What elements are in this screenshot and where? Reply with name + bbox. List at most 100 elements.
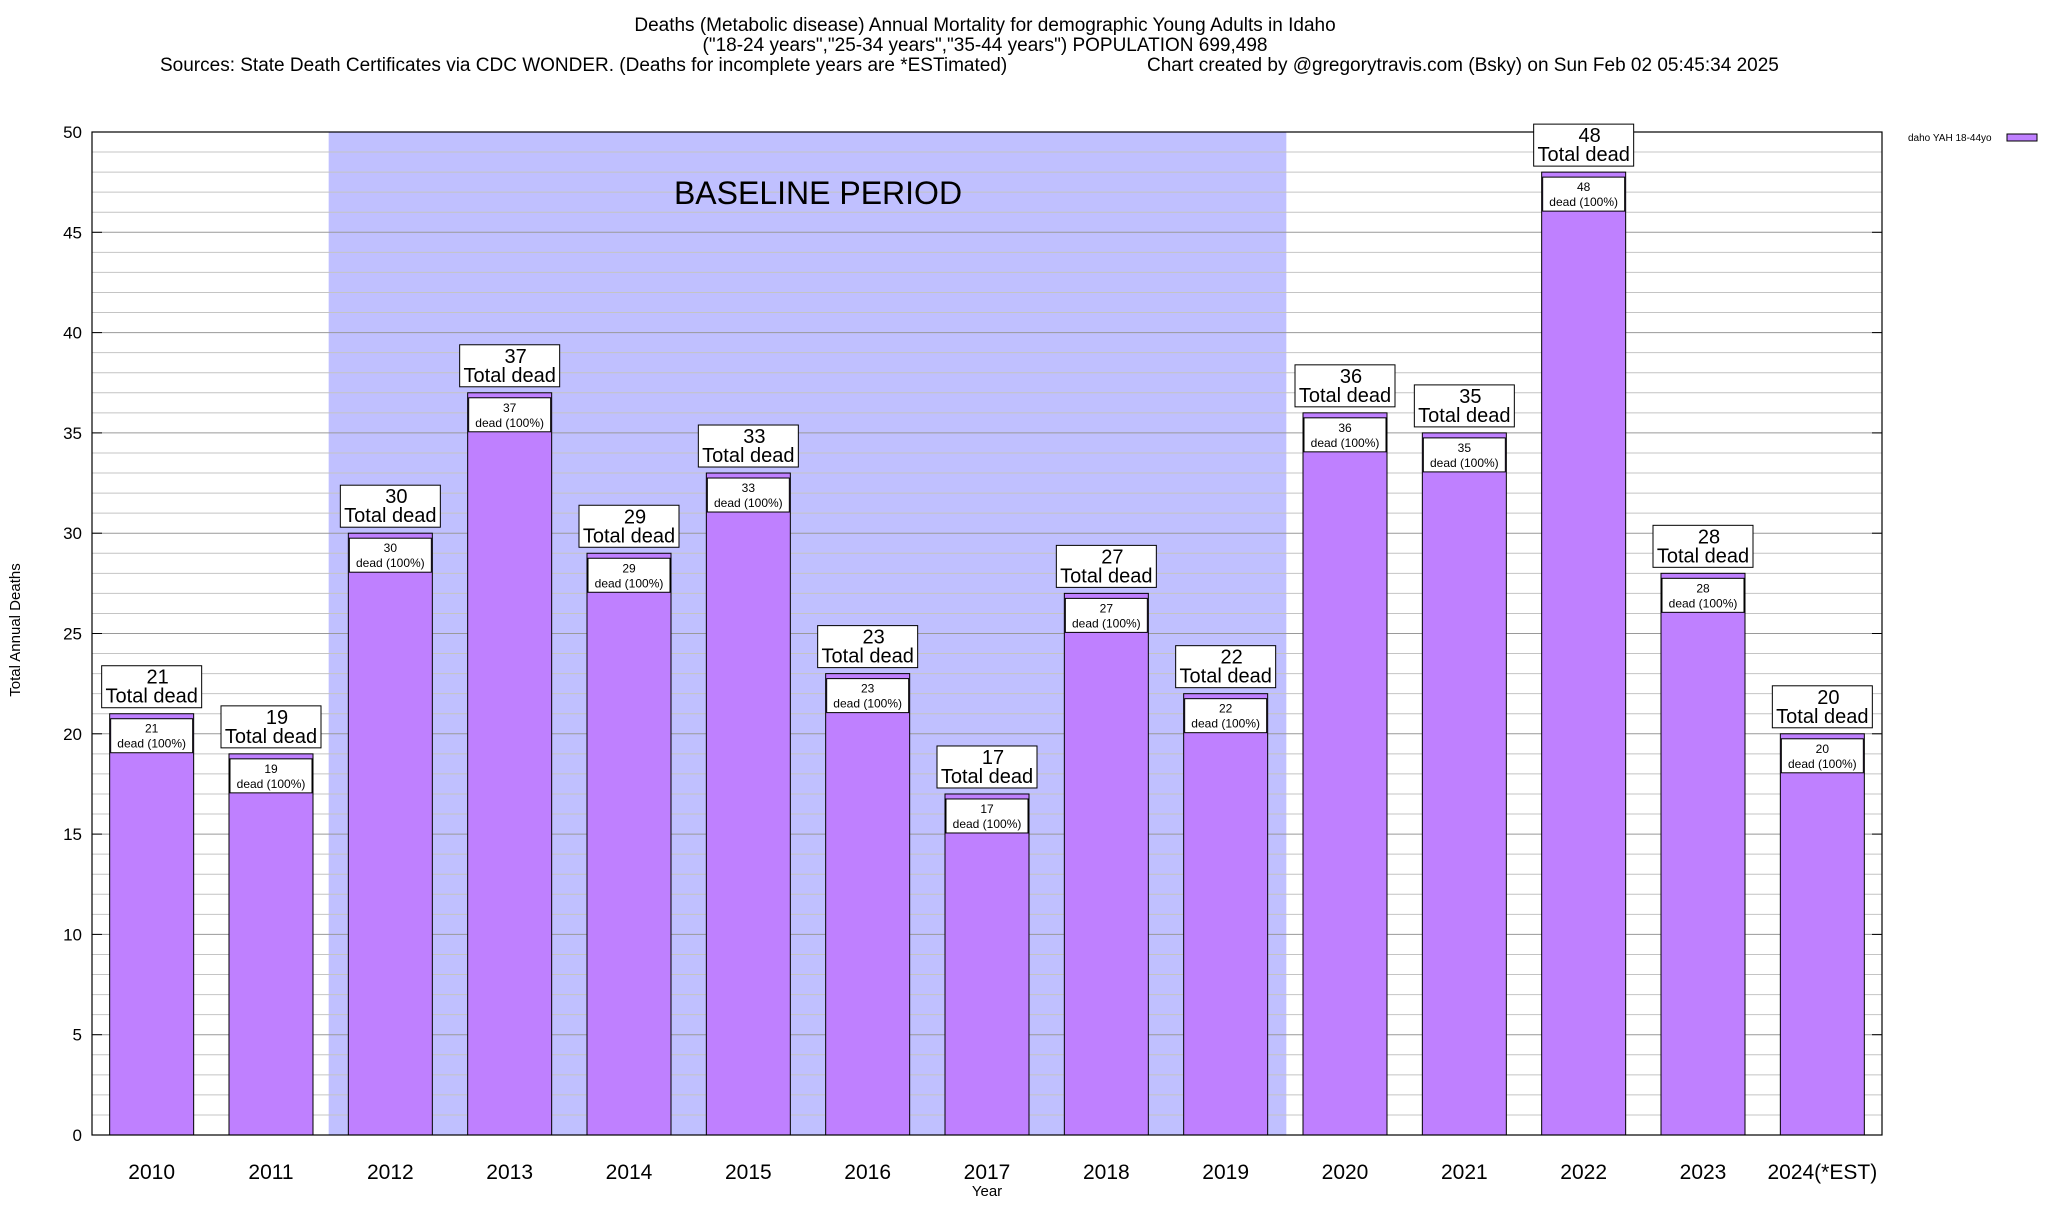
bar-2010 — [109, 713, 195, 1136]
top-label-value: 29 — [624, 506, 646, 528]
y-tick-label: 30 — [63, 524, 82, 543]
y-axis-title: Total Annual Deaths — [7, 563, 24, 696]
inner-label-box — [110, 718, 194, 754]
chart-title-line1: Deaths (Metabolic disease) Annual Mortal… — [634, 15, 1335, 36]
inner-label-text: dead (100%) — [1311, 436, 1380, 450]
inner-label-value: 20 — [1816, 742, 1830, 756]
x-tick-label: 2018 — [1083, 1161, 1130, 1184]
inner-label-box — [468, 397, 552, 433]
bar-2017 — [944, 793, 1030, 1136]
top-label-box — [220, 705, 322, 749]
top-label-value: 37 — [505, 346, 527, 368]
top-label-text: Total dead — [941, 766, 1033, 788]
top-label-text: Total dead — [225, 726, 317, 748]
top-label-box — [578, 504, 680, 548]
bar-2019 — [1183, 693, 1269, 1136]
x-tick-label: 2010 — [128, 1161, 175, 1184]
inner-label-text: dead (100%) — [1788, 757, 1857, 771]
bar-2012 — [347, 532, 433, 1136]
bar-2021 — [1421, 432, 1507, 1136]
inner-label-value: 33 — [742, 481, 756, 495]
inner-label-text: dead (100%) — [714, 496, 783, 510]
x-tick-label: 2016 — [844, 1161, 891, 1184]
top-label-text: Total dead — [1060, 565, 1152, 587]
bar-2011 — [228, 753, 314, 1136]
top-label-box — [101, 665, 203, 709]
y-tick-label: 35 — [63, 424, 82, 443]
top-label-box — [1771, 685, 1873, 729]
inner-label-text: dead (100%) — [595, 576, 664, 590]
top-label-box — [1175, 645, 1277, 689]
inner-label-text: dead (100%) — [1430, 456, 1499, 470]
top-label-text: Total dead — [822, 646, 914, 668]
top-label-value: 30 — [385, 486, 407, 508]
top-label-text: Total dead — [1418, 405, 1510, 427]
top-label-value: 27 — [1101, 546, 1123, 568]
x-tick-label: 2023 — [1680, 1161, 1727, 1184]
inner-label-box — [1542, 176, 1626, 212]
x-tick-label: 2024(*EST) — [1767, 1161, 1877, 1184]
inner-label-value: 29 — [622, 561, 636, 575]
inner-label-value: 23 — [861, 682, 875, 696]
top-label-box — [459, 344, 561, 388]
top-label-text: Total dead — [1180, 666, 1272, 688]
top-label-text: Total dead — [464, 365, 556, 387]
inner-label-box — [1780, 738, 1864, 774]
top-label-text: Total dead — [583, 525, 675, 547]
inner-label-text: dead (100%) — [1669, 596, 1738, 610]
x-tick-label: 2017 — [964, 1161, 1011, 1184]
bar-2014 — [586, 552, 672, 1136]
bar-2018 — [1063, 592, 1149, 1136]
y-tick-label: 45 — [63, 223, 82, 242]
x-tick-label: 2020 — [1322, 1161, 1369, 1184]
top-label-text: Total dead — [344, 505, 436, 527]
inner-label-box — [826, 678, 910, 714]
inner-label-value: 22 — [1219, 702, 1233, 716]
top-label-box — [1652, 524, 1754, 568]
inner-label-text: dead (100%) — [1191, 717, 1260, 731]
bar-2024(*EST) — [1779, 733, 1865, 1136]
chart-sources: Sources: State Death Certificates via CD… — [160, 55, 1007, 76]
top-label-box — [936, 745, 1038, 789]
y-tick-label: 5 — [73, 1026, 82, 1045]
top-label-value: 22 — [1221, 647, 1243, 669]
top-label-text: Total dead — [1657, 545, 1749, 567]
inner-label-box — [1184, 698, 1268, 734]
inner-label-box — [1303, 417, 1387, 453]
bar-2015 — [705, 472, 791, 1136]
inner-label-text: dead (100%) — [237, 777, 306, 791]
y-tick-label: 40 — [63, 324, 82, 343]
top-label-box — [817, 625, 919, 669]
y-tick-label: 10 — [63, 925, 82, 944]
baseline-label: BASELINE PERIOD — [674, 175, 962, 211]
top-label-value: 48 — [1579, 125, 1601, 147]
x-tick-label: 2021 — [1441, 1161, 1488, 1184]
inner-label-value: 17 — [980, 802, 994, 816]
inner-label-value: 37 — [503, 401, 517, 415]
top-label-box — [339, 484, 441, 528]
top-label-value: 23 — [863, 627, 885, 649]
bar-2022 — [1541, 171, 1627, 1136]
top-label-value: 33 — [743, 426, 765, 448]
inner-label-value: 48 — [1577, 180, 1591, 194]
inner-label-text: dead (100%) — [1072, 616, 1141, 630]
top-label-text: Total dead — [1299, 385, 1391, 407]
legend: daho YAH 18-44yo — [1908, 133, 2038, 144]
x-tick-label: 2012 — [367, 1161, 414, 1184]
y-tick-label: 50 — [63, 123, 82, 142]
x-tick-label: 2013 — [486, 1161, 533, 1184]
top-label-value: 36 — [1340, 366, 1362, 388]
y-tick-label: 0 — [73, 1126, 82, 1145]
inner-label-text: dead (100%) — [475, 416, 544, 430]
inner-label-value: 27 — [1100, 601, 1114, 615]
inner-label-box — [229, 758, 313, 794]
inner-label-box — [587, 557, 671, 593]
top-label-text: Total dead — [1538, 144, 1630, 166]
x-tick-label: 2014 — [606, 1161, 653, 1184]
y-tick-label: 15 — [63, 825, 82, 844]
legend-label: daho YAH 18-44yo — [1908, 133, 1992, 144]
y-tick-label: 25 — [63, 625, 82, 644]
axis-layer: 0 5 10 15 20 25 30 35 40 45 50 2010 2011 2012 2013 2014… — [63, 123, 1883, 1184]
